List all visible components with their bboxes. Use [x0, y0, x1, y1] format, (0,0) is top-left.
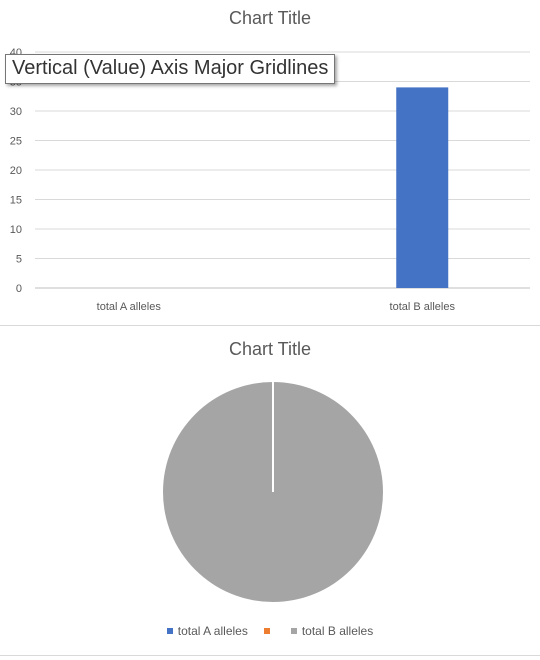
legend-item-hidden[interactable] — [263, 628, 275, 634]
legend-item-b[interactable]: total B alleles — [290, 624, 374, 638]
pie-chart-title[interactable]: Chart Title — [228, 339, 312, 359]
y-tick-label: 5 — [16, 254, 22, 266]
bar — [396, 87, 449, 289]
legend-swatch-b — [290, 628, 297, 634]
pie-legend[interactable]: total A alleles total B alleles — [0, 624, 540, 638]
y-tick-label: 20 — [10, 165, 22, 177]
gridlines-tooltip: Vertical (Value) Axis Major Gridlines — [5, 54, 336, 84]
legend-label-b: total B alleles — [301, 624, 374, 638]
y-tick-label: 0 — [16, 283, 22, 295]
bottom-divider — [0, 655, 540, 656]
legend-swatch-a — [166, 628, 173, 634]
chart-divider — [0, 325, 540, 326]
pie-chart-plot[interactable] — [0, 326, 540, 656]
legend-swatch-hidden — [263, 628, 270, 634]
bar-chart-area[interactable]: Chart Title 0510152025303540total A alle… — [0, 0, 540, 325]
y-tick-label: 30 — [10, 106, 22, 118]
pie-chart-area[interactable]: Chart Title total A alleles total B alle… — [0, 326, 540, 656]
legend-item-a[interactable]: total A alleles — [166, 624, 248, 638]
x-tick-label: total A alleles — [97, 301, 162, 313]
y-tick-label: 10 — [10, 224, 22, 236]
bar-chart-title[interactable]: Chart Title — [228, 8, 312, 28]
x-tick-label: total B alleles — [390, 301, 456, 313]
legend-label-a: total A alleles — [177, 624, 248, 638]
y-tick-label: 15 — [10, 195, 22, 207]
y-tick-label: 25 — [10, 136, 22, 148]
